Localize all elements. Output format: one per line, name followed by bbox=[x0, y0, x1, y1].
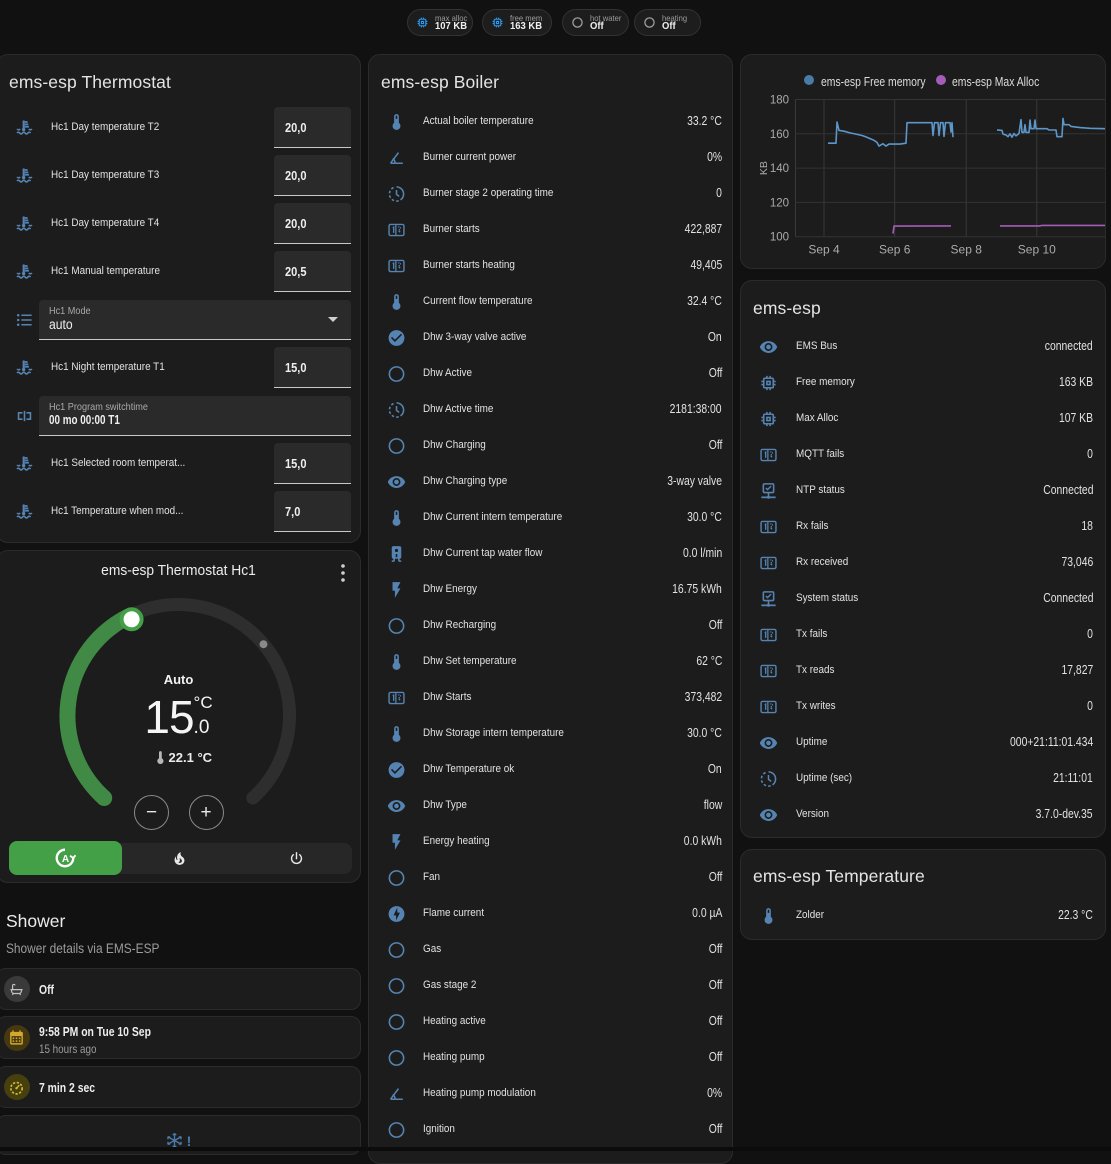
svg-text:Sep 8: Sep 8 bbox=[951, 243, 983, 257]
svg-text:180: 180 bbox=[770, 95, 789, 107]
svg-text:160: 160 bbox=[770, 129, 789, 141]
svg-text:100: 100 bbox=[770, 232, 789, 244]
svg-text:A: A bbox=[62, 854, 70, 865]
svg-text:Sep 10: Sep 10 bbox=[1018, 243, 1056, 257]
svg-text:140: 140 bbox=[770, 163, 789, 175]
svg-text:KB: KB bbox=[758, 161, 770, 175]
svg-text:Sep 4: Sep 4 bbox=[808, 243, 840, 257]
svg-text:120: 120 bbox=[770, 197, 789, 209]
svg-text:Sep 6: Sep 6 bbox=[879, 243, 911, 257]
